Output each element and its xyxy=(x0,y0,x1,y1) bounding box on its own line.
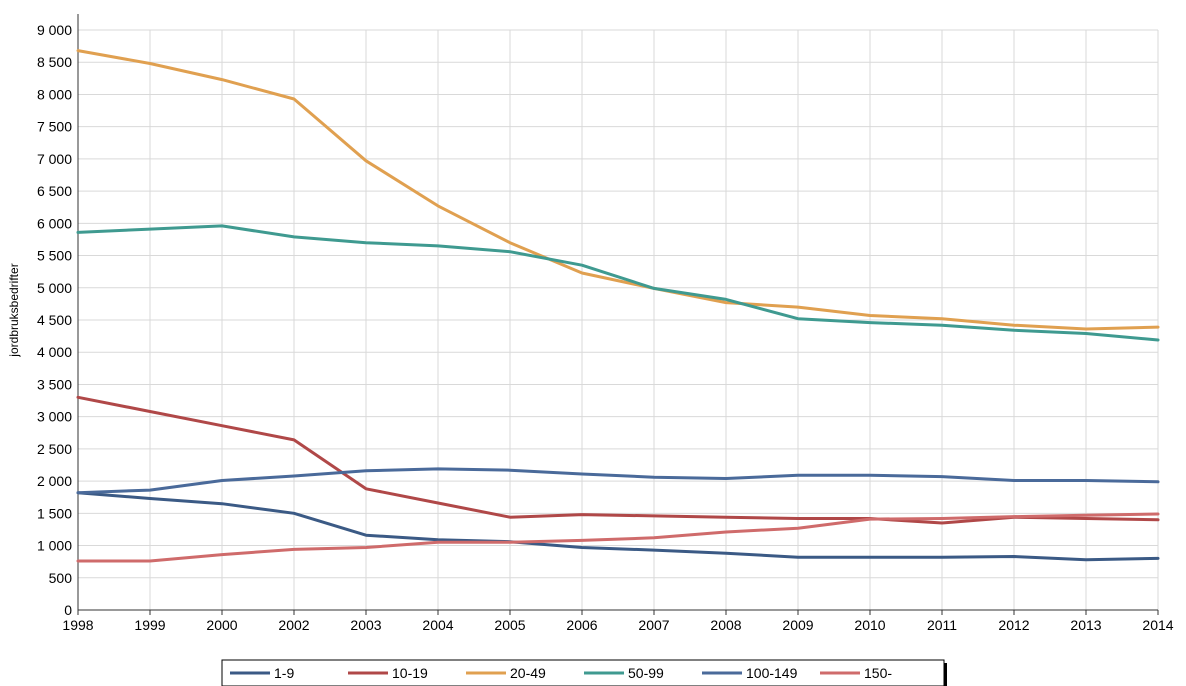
x-tick-label: 2011 xyxy=(927,617,957,633)
legend-label-50-99: 50-99 xyxy=(628,665,664,681)
series-line-150- xyxy=(76,512,1160,563)
y-tick-label: 4 000 xyxy=(37,344,72,360)
x-tick-label: 2014 xyxy=(1142,617,1173,633)
y-tick-label: 3 000 xyxy=(37,409,72,425)
y-tick-label: 500 xyxy=(49,570,73,586)
x-tick-label: 2000 xyxy=(206,617,237,633)
series-line-20-49 xyxy=(76,49,1160,331)
y-tick-label: 5 000 xyxy=(37,280,72,296)
series-line-10-19 xyxy=(76,395,1160,525)
y-tick-label: 8 500 xyxy=(37,54,72,70)
x-tick-label: 2009 xyxy=(782,617,813,633)
y-tick-label: 8 000 xyxy=(37,86,72,102)
series-line-1-9 xyxy=(76,491,1160,562)
x-tick-label: 2007 xyxy=(638,617,669,633)
y-tick-label: 7 000 xyxy=(37,151,72,167)
legend-label-20-49: 20-49 xyxy=(510,665,546,681)
x-tick-label: 2010 xyxy=(854,617,885,633)
x-tick-label: 2012 xyxy=(998,617,1029,633)
y-tick-label: 6 500 xyxy=(37,183,72,199)
x-tick-label: 2006 xyxy=(566,617,597,633)
y-tick-label: 6 000 xyxy=(37,215,72,231)
grid xyxy=(77,29,1159,611)
y-tick-label: 5 500 xyxy=(37,248,72,264)
x-tick-label: 2004 xyxy=(422,617,453,633)
y-tick-label: 2 000 xyxy=(37,473,72,489)
x-tick-label: 2013 xyxy=(1070,617,1101,633)
y-tick-label: 1 000 xyxy=(37,538,72,554)
legend-label-10-19: 10-19 xyxy=(392,665,428,681)
series-line-50-99 xyxy=(76,224,1160,342)
y-tick-label: 2 500 xyxy=(37,441,72,457)
legend-label-1-9: 1-9 xyxy=(274,665,294,681)
y-axis-title: jordbruksbedrifter xyxy=(7,263,21,357)
series-lines xyxy=(76,49,1160,563)
x-tick-label: 1999 xyxy=(134,617,165,633)
y-tick-label: 0 xyxy=(64,602,72,618)
legend-label-150-: 150- xyxy=(864,665,892,681)
x-tick-label: 2003 xyxy=(350,617,381,633)
x-tick-label: 1998 xyxy=(62,617,93,633)
y-tick-label: 4 500 xyxy=(37,312,72,328)
x-tick-label: 2005 xyxy=(494,617,525,633)
y-tick-label: 3 500 xyxy=(37,376,72,392)
series-line-100-149 xyxy=(76,467,1160,495)
y-tick-label: 9 000 xyxy=(37,22,72,38)
y-tick-label: 1 500 xyxy=(37,505,72,521)
legend-label-100-149: 100-149 xyxy=(746,665,798,681)
x-tick-label: 2008 xyxy=(710,617,741,633)
y-tick-label: 7 500 xyxy=(37,119,72,135)
axes: 0 500 1 000 1 500 2 000 2 500 3 000 3 500 4 000 4… xyxy=(37,14,1174,633)
x-tick-label: 2002 xyxy=(278,617,309,633)
legend: 1-9 10-19 20-49 50-99 100-149 150- xyxy=(221,659,947,686)
